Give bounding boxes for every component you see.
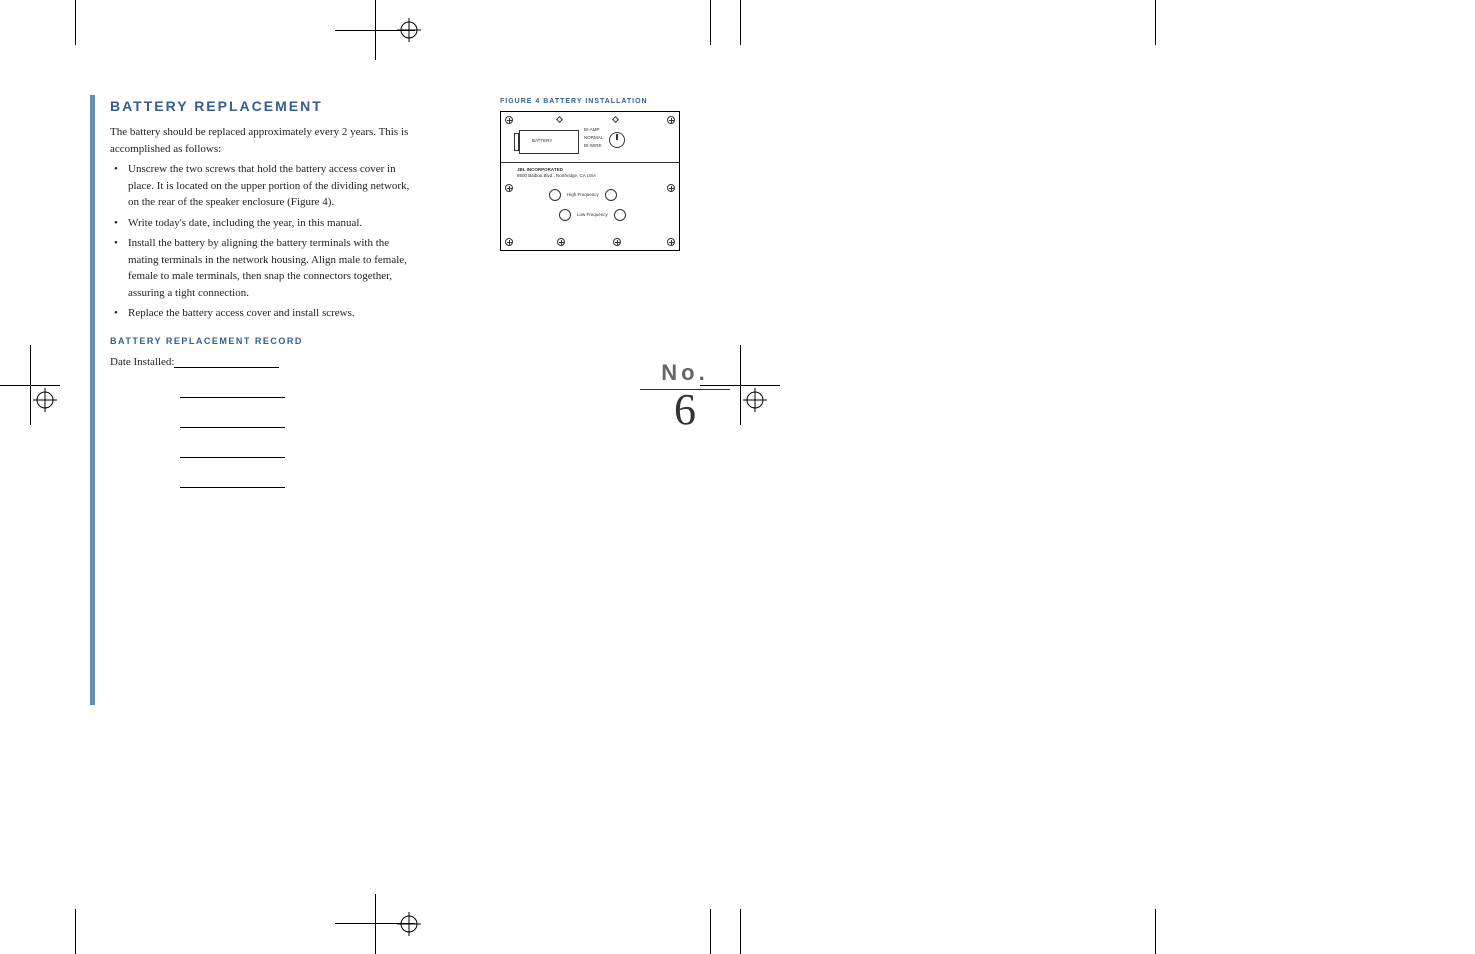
blank-line-row xyxy=(110,380,410,398)
page-number-label: No. xyxy=(640,360,730,386)
registration-mark-icon xyxy=(33,388,57,412)
registration-mark-icon xyxy=(743,388,767,412)
screw-icon xyxy=(667,116,675,124)
battery-connector-icon xyxy=(514,133,519,151)
switch-label: BI-AMP xyxy=(584,128,600,133)
switch-label: NORMAL xyxy=(584,136,603,141)
binding-post-icon xyxy=(549,189,561,201)
screw-icon xyxy=(505,184,513,192)
section-heading: Battery Replacement xyxy=(110,98,410,114)
lf-label: Low Frequency xyxy=(577,212,608,217)
screw-icon xyxy=(557,238,565,246)
subsection-heading: Battery Replacement Record xyxy=(110,336,410,346)
figure-caption: Figure 4 Battery Installation xyxy=(500,98,700,105)
battery-compartment: BATTERY xyxy=(519,130,579,154)
list-item: Unscrew the two screws that hold the bat… xyxy=(110,161,410,211)
small-screw-icon xyxy=(556,116,563,123)
selector-knob-icon xyxy=(609,132,625,148)
page-number-block: No. 6 xyxy=(640,360,730,432)
intro-paragraph: The battery should be replaced approxima… xyxy=(110,124,410,157)
date-installed-label: Date Installed: xyxy=(110,356,174,368)
blank-line xyxy=(180,418,285,428)
blank-line xyxy=(174,358,279,368)
battery-label: BATTERY xyxy=(532,139,552,144)
binding-post-icon xyxy=(605,189,617,201)
blank-line xyxy=(180,478,285,488)
screw-icon xyxy=(613,238,621,246)
blank-line xyxy=(180,448,285,458)
registration-mark-icon xyxy=(397,18,421,42)
binding-post-icon xyxy=(614,209,626,221)
screw-icon xyxy=(505,116,513,124)
screw-icon xyxy=(667,238,675,246)
blank-line-row xyxy=(110,440,410,458)
blank-line xyxy=(180,388,285,398)
binding-post-icon xyxy=(559,209,571,221)
list-item: Replace the battery access cover and ins… xyxy=(110,305,410,322)
binding-post-row: Low Frequency xyxy=(559,206,626,224)
instruction-list: Unscrew the two screws that hold the bat… xyxy=(110,161,410,322)
switch-label: BI-WIRE xyxy=(584,144,602,149)
figure-column: Figure 4 Battery Installation BATTERY BI… xyxy=(500,98,700,251)
small-screw-icon xyxy=(612,116,619,123)
page-number: 6 xyxy=(640,388,730,432)
list-item: Write today's date, including the year, … xyxy=(110,215,410,232)
blank-line-row xyxy=(110,470,410,488)
screw-icon xyxy=(505,238,513,246)
main-column: Battery Replacement The battery should b… xyxy=(110,98,410,488)
blank-line-row xyxy=(110,410,410,428)
binding-post-row: High Frequency xyxy=(549,186,617,204)
hf-label: High Frequency xyxy=(567,192,599,197)
registration-mark-icon xyxy=(397,912,421,936)
date-installed-row: Date Installed: xyxy=(110,356,410,368)
screw-icon xyxy=(667,184,675,192)
figure-battery-installation: BATTERY BI-AMP NORMAL BI-WIRE JBL INCORP… xyxy=(500,111,680,251)
address-label: 8500 Balboa Blvd., Northridge, CA USA xyxy=(517,174,596,179)
panel-divider xyxy=(501,162,679,163)
list-item: Install the battery by aligning the batt… xyxy=(110,235,410,301)
accent-bar xyxy=(90,95,95,705)
